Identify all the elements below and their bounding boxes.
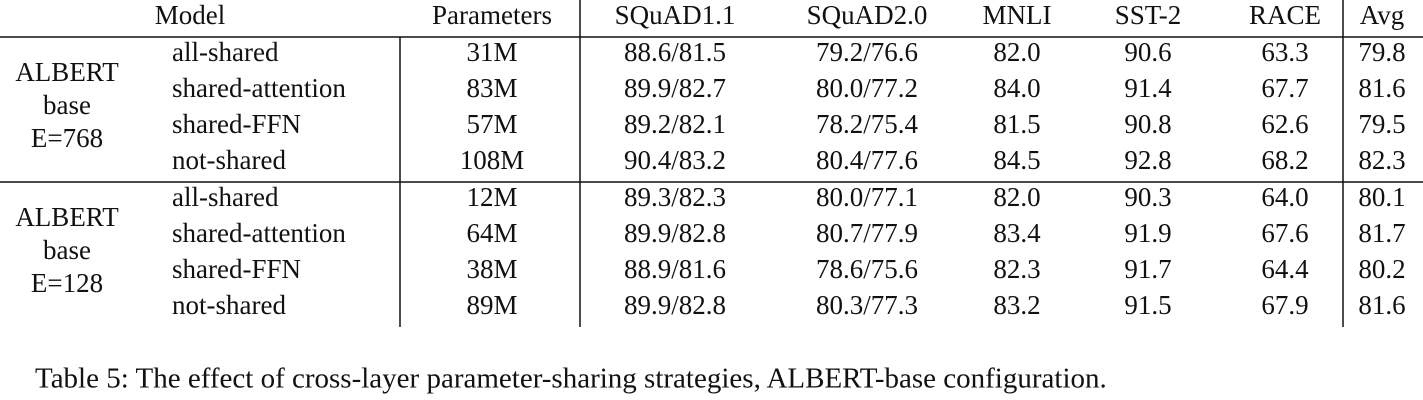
cell: 83M xyxy=(466,73,517,103)
cell: 82.3 xyxy=(1358,145,1405,175)
row-label: all-shared xyxy=(172,37,279,67)
cell: 84.0 xyxy=(993,73,1040,103)
cell: 67.9 xyxy=(1261,290,1308,320)
group-label: base xyxy=(43,90,91,120)
cell: 67.7 xyxy=(1261,73,1308,103)
cell: 91.7 xyxy=(1124,254,1171,284)
cell: 91.9 xyxy=(1124,218,1171,248)
cell: 90.6 xyxy=(1124,37,1171,67)
cell: 80.2 xyxy=(1358,254,1405,284)
cell: 84.5 xyxy=(993,145,1040,175)
cell: 80.7/77.9 xyxy=(816,218,918,248)
group-label: E=768 xyxy=(31,123,103,153)
column-header: Parameters xyxy=(432,0,552,30)
cell: 81.6 xyxy=(1358,290,1405,320)
cell: 89.3/82.3 xyxy=(624,182,726,212)
row-label: shared-attention xyxy=(172,73,346,103)
row-label: not-shared xyxy=(172,145,286,175)
cell: 64.0 xyxy=(1261,182,1308,212)
cell: 90.3 xyxy=(1124,182,1171,212)
cell: 82.0 xyxy=(993,37,1040,67)
cell: 90.4/83.2 xyxy=(624,145,726,175)
cell: 108M xyxy=(460,145,525,175)
row-label: shared-attention xyxy=(172,218,346,248)
cell: 57M xyxy=(466,109,517,139)
column-header: Model xyxy=(155,0,226,30)
cell: 62.6 xyxy=(1261,109,1308,139)
cell: 90.8 xyxy=(1124,109,1171,139)
group-label: ALBERT xyxy=(15,57,119,87)
cell: 80.0/77.1 xyxy=(816,182,918,212)
caption: Table 5: The effect of cross-layer param… xyxy=(35,363,1107,395)
cell: 89.2/82.1 xyxy=(624,109,726,139)
row-label: all-shared xyxy=(172,182,279,212)
cell: 78.6/75.6 xyxy=(816,254,918,284)
cell: 38M xyxy=(466,254,517,284)
cell: 80.0/77.2 xyxy=(816,73,918,103)
column-header: RACE xyxy=(1249,0,1321,30)
cell: 91.5 xyxy=(1124,290,1171,320)
cell: 78.2/75.4 xyxy=(816,109,919,139)
column-header: Avg xyxy=(1360,0,1405,30)
cell: 83.4 xyxy=(993,218,1041,248)
cell: 81.5 xyxy=(993,109,1040,139)
cell: 81.6 xyxy=(1358,73,1405,103)
cell: 88.9/81.6 xyxy=(624,254,726,284)
cell: 79.5 xyxy=(1358,109,1405,139)
cell: 80.4/77.6 xyxy=(816,145,918,175)
group-label: E=128 xyxy=(31,268,103,298)
cell: 88.6/81.5 xyxy=(624,37,726,67)
cell: 31M xyxy=(466,37,517,67)
column-header: MNLI xyxy=(983,0,1052,30)
cell: 67.6 xyxy=(1261,218,1308,248)
cell: 64M xyxy=(466,218,517,248)
group-label: ALBERT xyxy=(15,202,119,232)
column-header: SQuAD1.1 xyxy=(615,0,736,30)
column-header: SQuAD2.0 xyxy=(807,0,928,30)
cell: 89.9/82.8 xyxy=(624,290,726,320)
cell: 79.8 xyxy=(1358,37,1405,67)
cell: 83.2 xyxy=(993,290,1040,320)
cell: 89.9/82.8 xyxy=(624,218,726,248)
cell: 80.1 xyxy=(1358,182,1405,212)
cell: 80.3/77.3 xyxy=(816,290,918,320)
cell: 92.8 xyxy=(1124,145,1171,175)
cell: 82.3 xyxy=(993,254,1040,284)
cell: 12M xyxy=(466,182,517,212)
cell: 64.4 xyxy=(1261,254,1309,284)
cell: 79.2/76.6 xyxy=(816,37,918,67)
cell: 81.7 xyxy=(1358,218,1405,248)
row-label: shared-FFN xyxy=(172,254,301,284)
group-label: base xyxy=(43,235,91,265)
row-label: not-shared xyxy=(172,290,286,320)
row-label: shared-FFN xyxy=(172,109,301,139)
cell: 89.9/82.7 xyxy=(624,73,726,103)
column-header: SST-2 xyxy=(1115,0,1182,30)
cell: 82.0 xyxy=(993,182,1040,212)
cell: 68.2 xyxy=(1261,145,1308,175)
cell: 91.4 xyxy=(1124,73,1172,103)
cell: 63.3 xyxy=(1261,37,1308,67)
cell: 89M xyxy=(466,290,517,320)
